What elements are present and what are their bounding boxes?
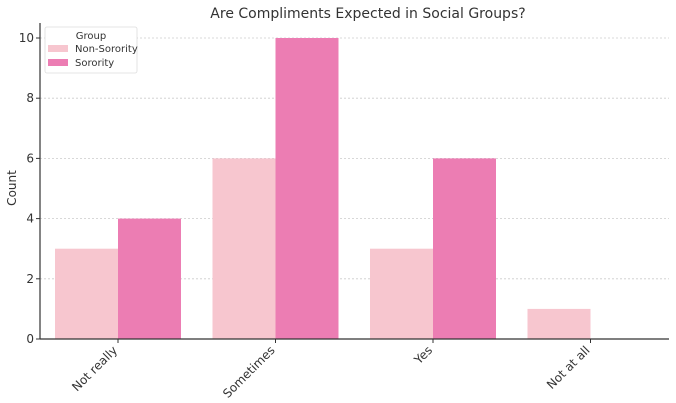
y-tick-label: 10 [19,31,34,45]
bar-non-sorority [212,158,276,339]
legend-swatch [48,59,68,66]
bars [55,38,591,339]
x-ticks: Not really Sometimes Yes Not at all [69,339,593,401]
bar-non-sorority [55,248,118,339]
legend-title: Group [76,31,106,42]
axes [39,23,669,340]
legend-swatch [48,45,68,52]
bar-sorority [275,38,339,339]
y-ticks: 0 2 4 6 8 10 [19,31,40,346]
bar-sorority [433,158,496,339]
legend-label: Non-Sorority [75,44,138,55]
y-tick-label: 2 [26,272,34,286]
x-tick-label: Not really [69,343,120,394]
y-tick-label: 0 [26,332,34,346]
y-tick-label: 6 [26,151,34,165]
x-tick-label: Sometimes [220,343,278,401]
bar-non-sorority [527,308,591,339]
legend-label: Sorority [75,58,114,69]
bar-sorority [118,218,181,339]
legend: Group Non-Sorority Sorority [44,26,138,74]
bar-non-sorority [370,248,433,339]
y-axis-label: Count [5,170,19,206]
x-tick-label: Yes [411,343,435,367]
x-tick-label: Not at all [544,343,593,392]
y-tick-label: 4 [26,212,34,226]
chart-title: Are Compliments Expected in Social Group… [210,6,525,22]
y-tick-label: 8 [26,91,34,105]
